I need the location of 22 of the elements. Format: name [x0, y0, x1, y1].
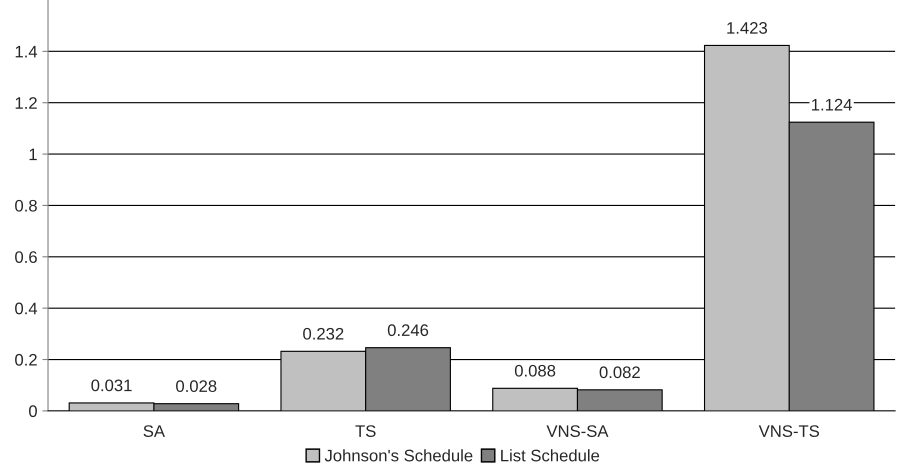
data-label: 0.082: [600, 366, 640, 378]
legend-label: List Schedule: [501, 449, 600, 462]
data-label: 0.232: [303, 328, 344, 340]
data-label: 1.423: [727, 22, 768, 34]
y-tick-label: 1.2: [16, 97, 37, 109]
y-tick-label: 1.4: [16, 46, 38, 58]
data-label: 1.124: [812, 98, 852, 110]
y-tick-label: 0: [28, 405, 37, 418]
x-tick-label: SA: [144, 425, 165, 438]
x-tick-label: VNS-TS: [758, 425, 820, 438]
x-tick-label: VNS-SA: [546, 425, 608, 438]
y-tick-label: 0.2: [15, 354, 37, 366]
y-tick-label: 0.8: [15, 200, 37, 212]
data-label: 0.028: [176, 380, 216, 392]
x-tick-label: TS: [355, 425, 376, 438]
y-tick-label: 1: [30, 148, 37, 160]
legend-label: Johnson's Schedule: [324, 449, 472, 462]
data-label: 0.088: [514, 364, 556, 377]
y-tick-label: 0.6: [15, 251, 37, 263]
data-label: 0.246: [388, 324, 428, 336]
y-tick-label: 0.4: [15, 302, 38, 314]
data-label: 0.031: [91, 379, 132, 392]
